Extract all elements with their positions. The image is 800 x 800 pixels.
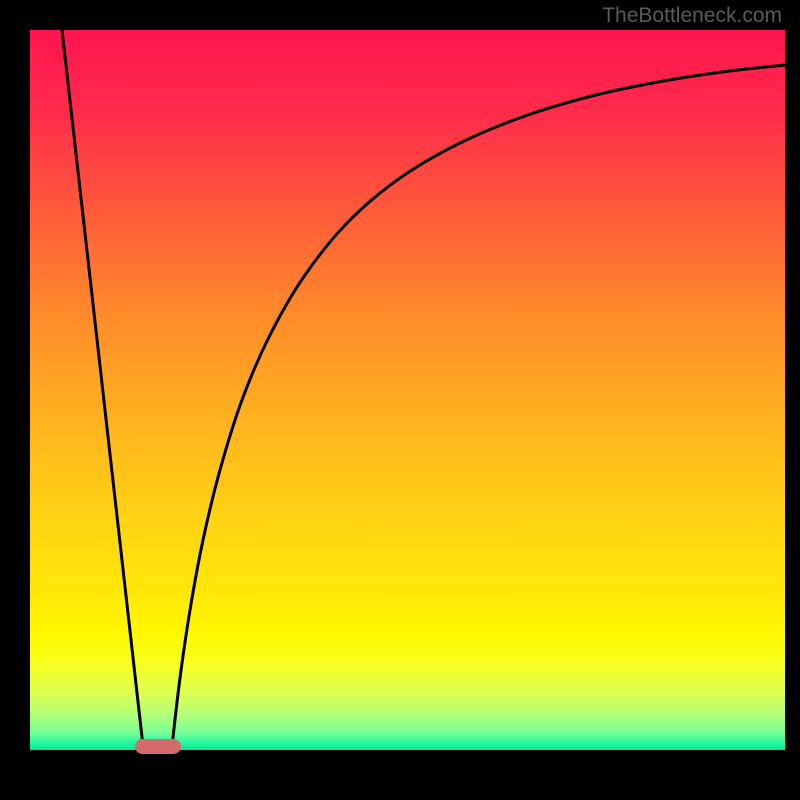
optimal-marker: [135, 739, 181, 754]
curve-left-segment: [62, 30, 143, 746]
chart-area: [30, 30, 785, 750]
bottleneck-curve: [30, 30, 785, 750]
watermark-text: TheBottleneck.com: [602, 4, 782, 28]
curve-right-segment: [172, 65, 785, 746]
